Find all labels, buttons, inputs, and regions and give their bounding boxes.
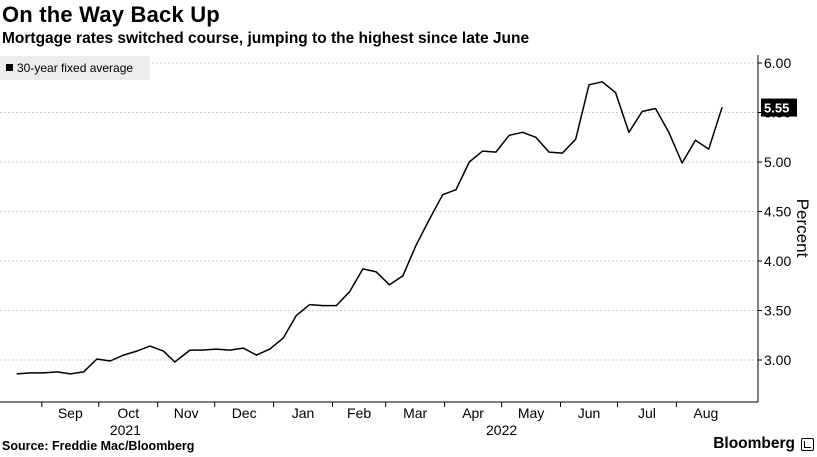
y-axis-label: Percent [793, 199, 812, 258]
data-point [428, 218, 430, 220]
data-point [174, 361, 176, 363]
chart-title: On the Way Back Up [2, 2, 220, 27]
data-point [162, 350, 164, 352]
data-point [508, 134, 510, 136]
data-point [615, 92, 617, 94]
data-points [16, 81, 723, 375]
data-point [468, 161, 470, 163]
data-point [229, 349, 231, 351]
legend-label: 30-year fixed average [17, 61, 133, 75]
x-tick-label: Oct [117, 405, 139, 421]
data-point [708, 148, 710, 150]
year-label: 2022 [486, 422, 517, 438]
brand-terminal-icon [801, 438, 814, 451]
y-tick-label: 3.00 [764, 352, 791, 368]
data-point [442, 194, 444, 196]
x-tick-label: Mar [403, 405, 427, 421]
y-tick-label: 4.50 [764, 204, 791, 220]
data-point [242, 347, 244, 349]
data-point [375, 271, 377, 273]
y-tick-label: 4.00 [764, 253, 791, 269]
data-point [495, 151, 497, 153]
series-line [17, 81, 723, 375]
data-point [721, 107, 723, 109]
data-point [122, 354, 125, 356]
data-point [668, 131, 670, 133]
data-point [189, 349, 191, 351]
data-point [255, 354, 258, 356]
last-value-text: 5.55 [764, 101, 789, 116]
x-tick-label: Jul [638, 405, 656, 421]
y-tick-label: 3.50 [764, 303, 791, 319]
data-point [402, 275, 404, 277]
data-point [482, 150, 484, 152]
last-value-label: 5.55 [761, 98, 797, 117]
data-point [335, 305, 337, 307]
data-point [575, 138, 577, 140]
data-point [136, 350, 138, 352]
year-label: 2021 [110, 422, 141, 438]
x-tick-label: Feb [347, 405, 371, 421]
x-tick-label: Jan [292, 405, 315, 421]
data-point [588, 84, 590, 86]
data-point [96, 358, 98, 360]
data-point [561, 152, 564, 154]
y-tick-label: 5.00 [764, 154, 791, 170]
x-tick-label: Dec [232, 405, 257, 421]
x-axis: Sep Oct Nov Dec Jan Feb Mar Apr May Jun Jul Aug [41, 402, 718, 421]
data-point [295, 314, 297, 316]
year-labels: 2021 2022 [110, 422, 518, 438]
data-point [16, 373, 18, 375]
data-point [282, 337, 284, 339]
data-point [641, 110, 643, 113]
data-point [216, 348, 218, 350]
x-tick-label: Aug [693, 405, 718, 421]
data-point [601, 81, 603, 83]
data-point [56, 371, 58, 373]
data-point [349, 291, 351, 293]
data-point [200, 349, 202, 351]
source-note: Source: Freddie Mac/Bloomberg [2, 439, 195, 453]
x-tick-label: Nov [174, 405, 199, 421]
brand-logo: Bloomberg [713, 435, 795, 452]
data-point [415, 244, 417, 246]
data-point [628, 131, 630, 133]
y-tick-label: 6.00 [764, 55, 791, 71]
grid-lines [0, 62, 758, 361]
data-point [322, 305, 324, 307]
data-point [109, 360, 111, 362]
data-point [521, 131, 524, 133]
x-tick-label: Sep [58, 405, 83, 421]
data-point [83, 371, 85, 373]
data-point [269, 348, 271, 350]
data-point [388, 284, 391, 286]
data-point [535, 136, 537, 138]
legend-swatch [6, 64, 13, 71]
data-point [681, 162, 683, 164]
legend: 30-year fixed average [0, 56, 150, 80]
data-point [694, 139, 697, 141]
data-point [362, 268, 364, 270]
chart-subtitle: Mortgage rates switched course, jumping … [2, 30, 530, 47]
last-value-background [761, 98, 797, 117]
x-tick-label: Apr [462, 405, 484, 421]
data-point [455, 189, 457, 191]
data-point [548, 151, 550, 153]
legend-background [0, 56, 150, 80]
data-point [149, 345, 151, 347]
data-point [69, 373, 71, 375]
data-point [654, 107, 657, 110]
x-tick-label: Jun [578, 405, 601, 421]
x-tick-label: May [518, 405, 544, 421]
data-point [309, 304, 311, 306]
data-point [29, 372, 31, 374]
data-point [43, 372, 45, 374]
